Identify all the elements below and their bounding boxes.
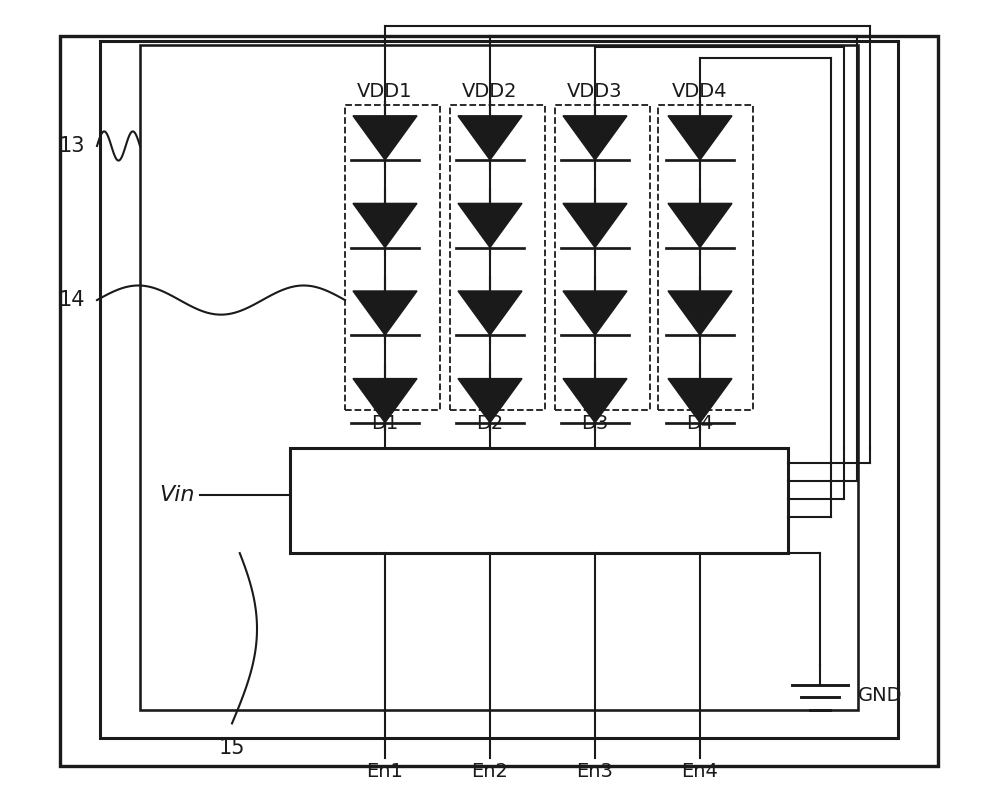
Polygon shape (458, 116, 522, 160)
Bar (140, 45, 858, 710)
Bar (290, 448, 788, 553)
Bar (100, 41, 898, 738)
Bar (60, 36, 938, 766)
Polygon shape (563, 116, 627, 160)
Text: En3: En3 (577, 762, 613, 781)
Bar (658, 105, 753, 410)
Text: D1: D1 (371, 414, 399, 432)
Polygon shape (353, 291, 417, 335)
Polygon shape (668, 204, 732, 247)
Text: VDD2: VDD2 (462, 83, 518, 101)
Text: 14: 14 (59, 290, 85, 310)
Polygon shape (353, 379, 417, 423)
Polygon shape (563, 291, 627, 335)
Polygon shape (563, 204, 627, 247)
Polygon shape (458, 291, 522, 335)
Text: D4: D4 (686, 414, 714, 432)
Polygon shape (458, 204, 522, 247)
Polygon shape (563, 379, 627, 423)
Bar (345, 105, 440, 410)
Text: En4: En4 (682, 762, 718, 781)
Text: D3: D3 (581, 414, 609, 432)
Text: En1: En1 (367, 762, 403, 781)
Text: VDD3: VDD3 (567, 83, 623, 101)
Text: VDD4: VDD4 (672, 83, 728, 101)
Polygon shape (668, 291, 732, 335)
Polygon shape (458, 379, 522, 423)
Text: Vin: Vin (160, 485, 195, 504)
Polygon shape (353, 116, 417, 160)
Bar (450, 105, 545, 410)
Text: VDD1: VDD1 (357, 83, 413, 101)
Polygon shape (668, 116, 732, 160)
Text: 15: 15 (219, 738, 245, 758)
Text: GND: GND (858, 685, 902, 705)
Bar (555, 105, 650, 410)
Text: D2: D2 (476, 414, 504, 432)
Polygon shape (353, 204, 417, 247)
Polygon shape (668, 379, 732, 423)
Text: 13: 13 (59, 136, 85, 156)
Text: En2: En2 (472, 762, 508, 781)
